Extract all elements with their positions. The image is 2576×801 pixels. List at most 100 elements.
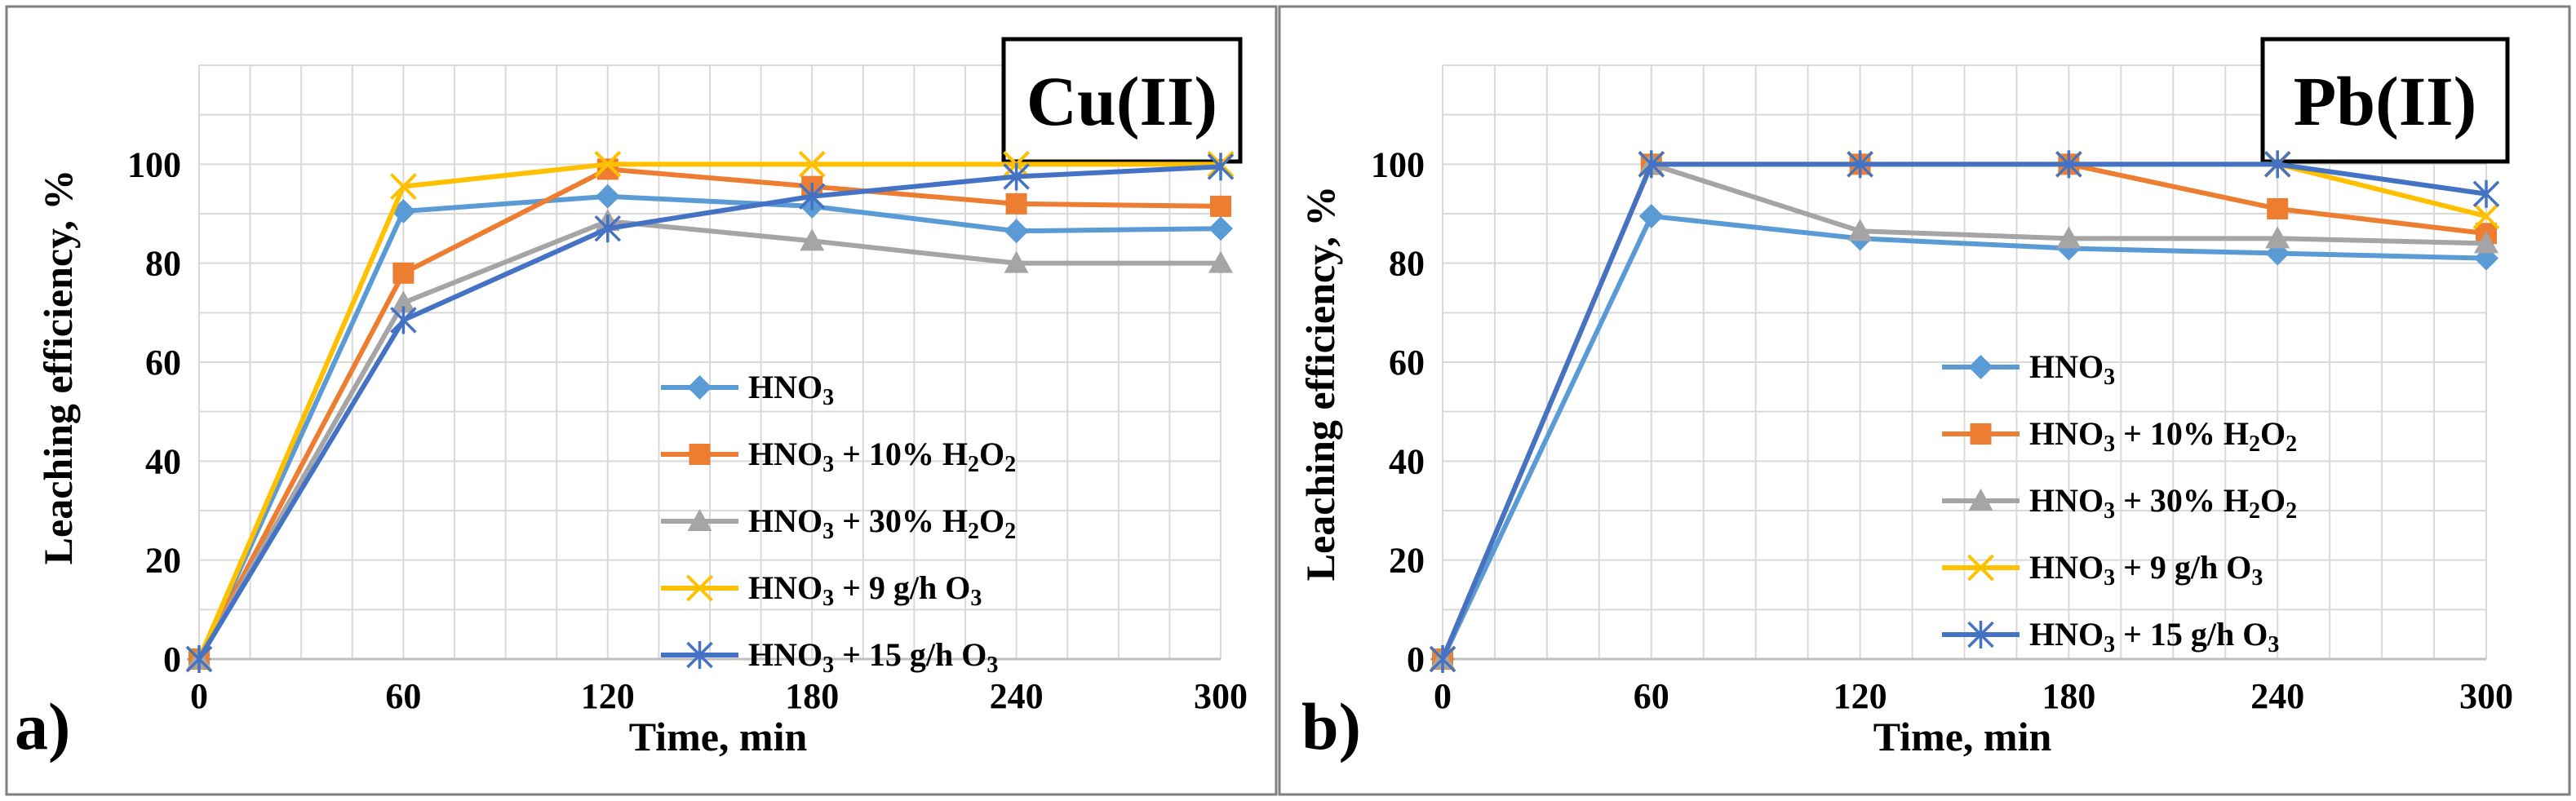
legend: HNO3 HNO3 + 10% H2O2 HNO3 + 30% H2O2 HNO3 +… bbox=[1942, 348, 2297, 657]
panel-label: b) bbox=[1301, 689, 1361, 763]
legend-label: HNO3 bbox=[2029, 348, 2115, 390]
data-point bbox=[2267, 197, 2289, 219]
panel-label: a) bbox=[15, 689, 70, 763]
y-tick-label: 40 bbox=[1389, 441, 1425, 481]
series-5 bbox=[1429, 150, 2500, 673]
series-line bbox=[197, 166, 1221, 661]
data-point bbox=[2474, 231, 2498, 254]
legend-swatch-marker bbox=[1968, 489, 1993, 511]
data-point bbox=[391, 198, 416, 223]
data-point bbox=[1207, 153, 1235, 181]
legend-label: HNO3 + 30% H2O2 bbox=[748, 502, 1016, 544]
series-line bbox=[197, 164, 1221, 661]
legend-item: HNO3 + 15 g/h O3 bbox=[661, 636, 998, 678]
y-tick-label: 40 bbox=[145, 441, 181, 481]
data-point bbox=[595, 184, 620, 209]
legend-swatch-marker bbox=[1967, 554, 1994, 582]
data-point-stroke bbox=[2472, 202, 2500, 230]
series-line bbox=[1440, 162, 2487, 661]
data-point bbox=[2472, 202, 2500, 230]
x-tick-label: 0 bbox=[1434, 676, 1452, 716]
legend-swatch-marker bbox=[1968, 355, 1993, 379]
y-axis-label: Leaching efficiency, % bbox=[35, 170, 81, 565]
x-tick-label: 120 bbox=[1833, 676, 1887, 716]
y-tick-label: 20 bbox=[1389, 541, 1425, 581]
legend-label: HNO3 + 9 g/h O3 bbox=[748, 569, 982, 611]
legend-label: HNO3 bbox=[748, 369, 834, 410]
data-point bbox=[1847, 219, 1873, 241]
panel-frame bbox=[1278, 5, 2571, 796]
data-point bbox=[2472, 179, 2500, 208]
y-tick-label: 80 bbox=[145, 244, 181, 284]
legend-item: HNO3 + 10% H2O2 bbox=[661, 436, 1016, 477]
legend-swatch-marker bbox=[689, 444, 711, 465]
legend: HNO3 HNO3 + 10% H2O2 HNO3 + 30% H2O2 HNO3 +… bbox=[661, 369, 1016, 678]
x-tick-label: 60 bbox=[385, 676, 421, 716]
data-point bbox=[389, 173, 417, 201]
legend-label: HNO3 + 15 g/h O3 bbox=[748, 636, 998, 678]
legend-item: HNO3 + 10% H2O2 bbox=[1942, 415, 2297, 457]
data-point bbox=[798, 182, 826, 210]
data-point bbox=[1003, 162, 1030, 191]
data-point bbox=[1210, 195, 1231, 217]
panel-cu: 0 20 40 60 80 100 0 60 120 180 240 300 Time, min Leac… bbox=[5, 5, 1278, 796]
panel-pb: 0 20 40 60 80 100 0 60 120 180 240 300 Time, min Leac… bbox=[1278, 5, 2571, 796]
data-point bbox=[1208, 216, 1233, 241]
series-1 bbox=[187, 184, 1233, 671]
data-point bbox=[800, 228, 825, 251]
data-point bbox=[1638, 204, 1664, 229]
data-point bbox=[1005, 193, 1027, 215]
series-line bbox=[1440, 214, 2487, 661]
data-point bbox=[185, 645, 213, 673]
y-tick-label: 100 bbox=[1371, 144, 1425, 184]
y-tick-label: 0 bbox=[1407, 639, 1425, 679]
legend-swatch-marker bbox=[1967, 621, 1994, 648]
legend-swatch-marker bbox=[686, 574, 713, 602]
legend-item: HNO3 + 30% H2O2 bbox=[1942, 482, 2297, 524]
legend-swatch-marker bbox=[1970, 423, 1992, 445]
x-tick-label: 240 bbox=[2250, 676, 2304, 716]
y-tick-label: 100 bbox=[127, 144, 181, 184]
data-point bbox=[1638, 150, 1665, 179]
x-tick-label: 240 bbox=[990, 676, 1044, 716]
data-point bbox=[1847, 150, 1873, 179]
legend-swatch-marker bbox=[687, 509, 712, 531]
data-point bbox=[1429, 645, 1456, 673]
legend-swatch-marker-stroke bbox=[1967, 554, 1994, 582]
data-point bbox=[391, 290, 416, 313]
x-tick-label: 300 bbox=[2459, 676, 2513, 716]
y-axis-label: Leaching efficiency, % bbox=[1297, 186, 1343, 582]
legend-swatch-marker-stroke bbox=[686, 574, 713, 602]
x-axis-label: Time, min bbox=[1873, 714, 2052, 759]
y-tick-label: 60 bbox=[1389, 343, 1425, 383]
x-tick-label: 180 bbox=[785, 676, 839, 716]
legend-item: HNO3 + 9 g/h O3 bbox=[1942, 549, 2263, 591]
data-point bbox=[2056, 226, 2082, 249]
y-tick-label: 20 bbox=[145, 541, 181, 581]
series-5 bbox=[185, 153, 1235, 673]
series-line bbox=[197, 219, 1221, 661]
series-line bbox=[197, 162, 1221, 661]
data-point-stroke bbox=[594, 150, 622, 178]
legend-item: HNO3 + 15 g/h O3 bbox=[1942, 616, 2279, 657]
legend-item: HNO3 + 30% H2O2 bbox=[661, 502, 1016, 544]
legend-item: HNO3 + 9 g/h O3 bbox=[661, 569, 982, 611]
x-tick-label: 60 bbox=[1634, 676, 1669, 716]
chart-title: Cu(II) bbox=[1026, 62, 1217, 140]
y-tick-label: 0 bbox=[163, 639, 181, 679]
data-point bbox=[2263, 150, 2291, 179]
data-point bbox=[390, 306, 417, 334]
legend-item: HNO3 bbox=[1942, 348, 2115, 390]
data-point bbox=[2265, 226, 2290, 249]
y-tick-label: 60 bbox=[145, 343, 181, 383]
data-point bbox=[1208, 250, 1233, 273]
data-point bbox=[1004, 219, 1029, 244]
legend-label: HNO3 + 30% H2O2 bbox=[2029, 482, 2297, 524]
chart-title: Pb(II) bbox=[2294, 62, 2477, 140]
legend-label: HNO3 + 9 g/h O3 bbox=[2029, 549, 2263, 591]
data-point-stroke bbox=[798, 150, 826, 178]
data-point bbox=[594, 215, 622, 243]
legend-label: HNO3 + 10% H2O2 bbox=[748, 436, 1016, 477]
x-axis-label: Time, min bbox=[629, 714, 808, 759]
